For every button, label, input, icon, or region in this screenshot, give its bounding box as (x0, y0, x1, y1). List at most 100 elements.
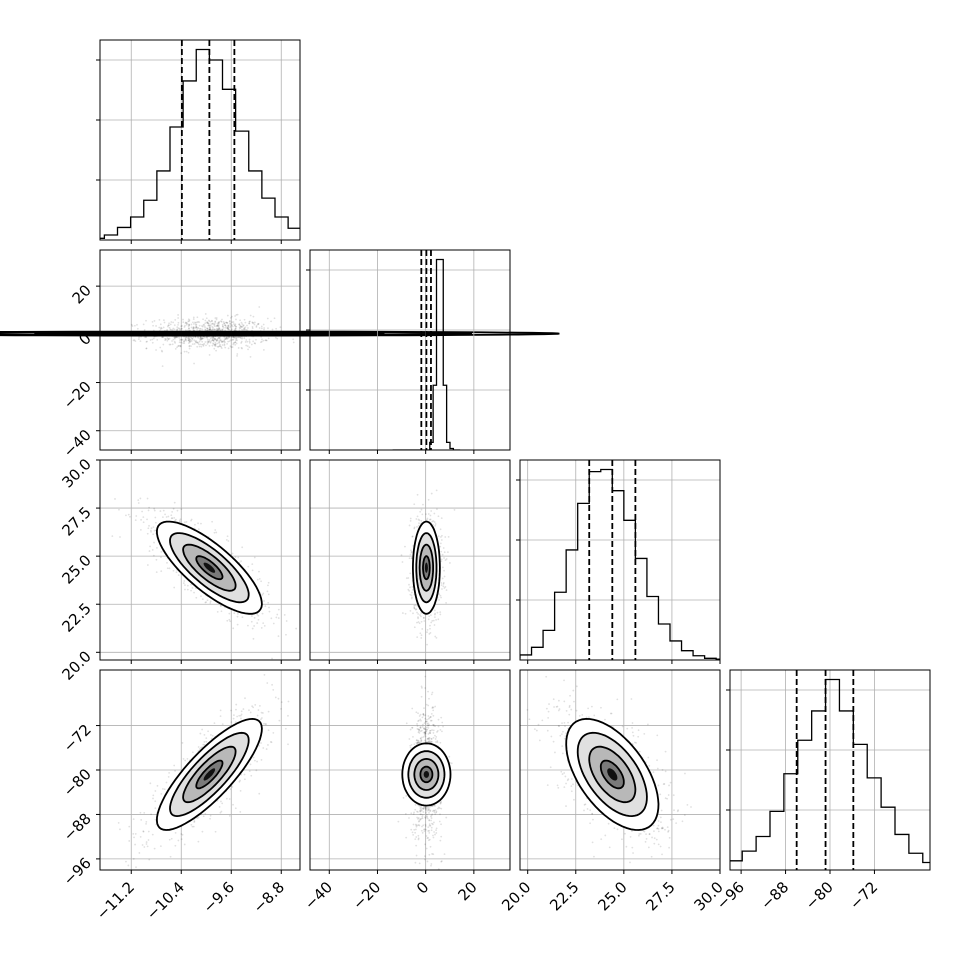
sample-point (248, 340, 251, 343)
sample-point (171, 340, 173, 342)
sample-point (420, 615, 422, 618)
sample-point (233, 612, 236, 615)
sample-point (173, 340, 176, 343)
sample-point (417, 613, 420, 615)
sample-point (192, 327, 194, 330)
sample-point (196, 321, 198, 324)
sample-point (225, 321, 228, 324)
sample-point (427, 740, 430, 743)
sample-point (422, 731, 425, 734)
sample-point (409, 553, 412, 556)
sample-point (430, 719, 433, 722)
sample-point (206, 328, 209, 330)
sample-point (184, 759, 187, 762)
sample-point (218, 327, 220, 330)
contour-line (195, 555, 224, 581)
sample-point (253, 556, 256, 559)
sample-point (425, 703, 428, 706)
sample-point (138, 852, 141, 854)
sample-point (415, 836, 418, 838)
sample-point (239, 779, 241, 782)
sample-point (139, 811, 142, 814)
sample-point (199, 339, 202, 341)
sample-point (200, 325, 203, 327)
sample-point (232, 336, 235, 339)
sample-point (417, 817, 420, 819)
sample-point (421, 831, 424, 834)
sample-point (425, 828, 427, 831)
sample-point (177, 317, 180, 319)
sample-point (440, 835, 443, 838)
sample-point (87, 329, 89, 331)
sample-point (207, 324, 210, 327)
sample-point (432, 732, 435, 734)
sample-point (228, 320, 231, 323)
sample-point (656, 827, 659, 830)
contour-line (155, 717, 263, 831)
sample-point (161, 350, 164, 353)
sample-point (215, 328, 218, 331)
sample-point (410, 743, 413, 746)
sample-point (211, 325, 214, 328)
sample-point (191, 587, 194, 589)
sample-point (271, 328, 274, 331)
sample-point (437, 807, 439, 810)
sample-point (220, 604, 222, 607)
sample-point (196, 316, 199, 319)
sample-point (231, 552, 234, 555)
sample-point (429, 809, 432, 812)
sample-point (152, 533, 155, 536)
sample-point (439, 536, 442, 538)
sample-point (232, 343, 235, 346)
sample-point (156, 546, 158, 549)
sample-point (139, 528, 142, 531)
sample-point (209, 328, 211, 331)
sample-point (436, 731, 438, 733)
sample-point (238, 323, 241, 326)
sample-point (264, 723, 267, 725)
sample-point (211, 328, 214, 331)
sample-point (418, 730, 420, 732)
sample-point (224, 324, 227, 327)
sample-point (176, 329, 178, 331)
sample-point (159, 323, 162, 326)
sample-point (232, 321, 235, 323)
sample-point (268, 610, 271, 613)
sample-point (202, 318, 204, 321)
contour-line (422, 555, 431, 581)
sample-point (209, 340, 212, 343)
sample-point (259, 341, 262, 344)
sample-point (149, 545, 152, 548)
sample-point (246, 324, 248, 327)
sample-point (215, 531, 218, 534)
sample-point (243, 327, 246, 329)
sample-point (277, 617, 280, 619)
sample-point (180, 338, 183, 341)
y-tick-label: −40 (60, 426, 95, 461)
sample-point (170, 517, 173, 520)
sample-point (231, 321, 233, 324)
sample-point (163, 321, 166, 324)
sample-point (431, 822, 433, 825)
sample-point (418, 519, 421, 522)
sample-point (160, 349, 163, 352)
sample-point (140, 518, 142, 521)
sample-point (252, 637, 255, 640)
sample-point (262, 339, 265, 342)
sample-point (187, 351, 190, 354)
sample-point (202, 743, 205, 746)
sample-point (225, 538, 228, 541)
sample-point (419, 726, 422, 729)
sample-point (184, 321, 187, 324)
sample-point (183, 521, 186, 524)
sample-point (419, 510, 422, 513)
sample-point (215, 317, 218, 319)
sample-point (177, 344, 180, 347)
sample-point (431, 823, 434, 826)
sample-point (208, 325, 211, 328)
sample-point (285, 620, 288, 622)
sample-point (184, 338, 187, 341)
sample-point (416, 525, 418, 528)
sample-point (137, 881, 139, 883)
sample-point (180, 352, 183, 355)
